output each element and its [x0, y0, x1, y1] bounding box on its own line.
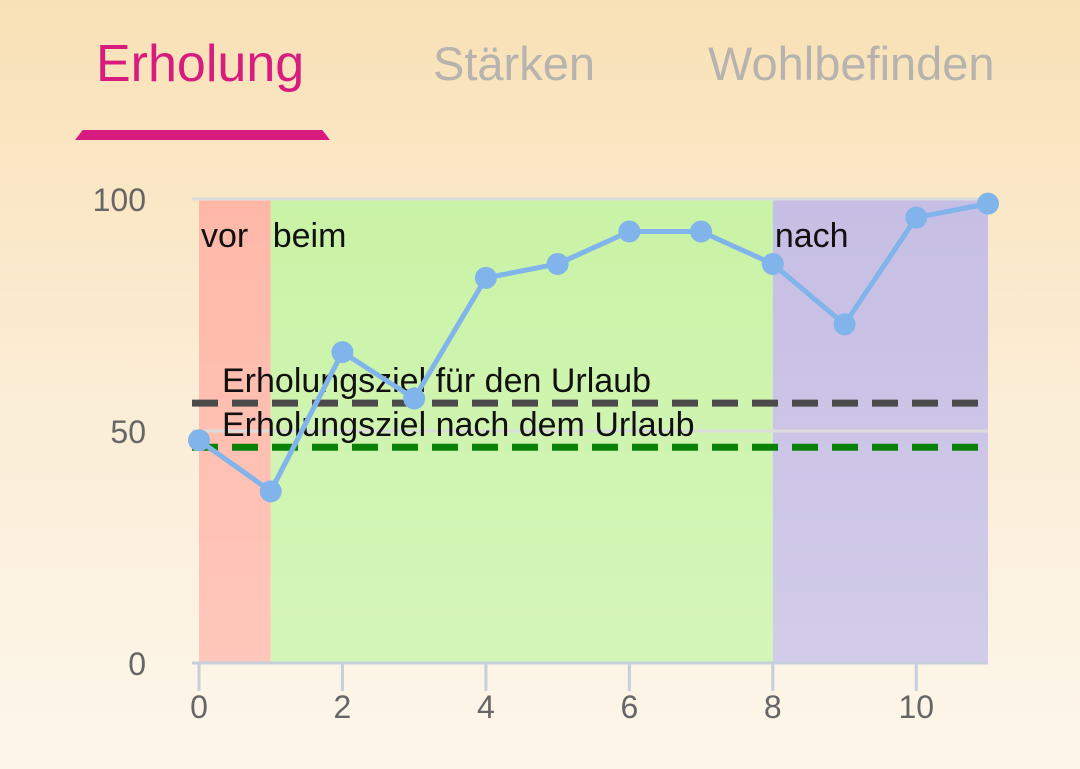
x-tick-label-10: 10 — [898, 689, 934, 725]
y-tick-label-50: 50 — [110, 414, 146, 450]
tab-wohlbefinden[interactable]: Wohlbefinden — [708, 37, 995, 90]
x-tick-label-6: 6 — [620, 689, 638, 725]
data-point-8 — [761, 252, 784, 275]
active-tab-indicator — [75, 130, 330, 140]
phase-label-beim: beim — [273, 217, 347, 255]
x-tick-label-4: 4 — [477, 689, 495, 725]
data-point-4 — [474, 266, 497, 289]
x-tick-label-0: 0 — [190, 689, 208, 725]
data-point-1 — [259, 480, 282, 503]
y-tick-label-0: 0 — [128, 646, 146, 682]
x-tick-label-8: 8 — [764, 689, 782, 725]
data-point-2 — [331, 341, 354, 364]
phase-labels: vor beim nach — [201, 217, 849, 255]
phase-label-nach: nach — [775, 217, 849, 255]
data-point-5 — [546, 252, 569, 275]
data-point-7 — [690, 220, 713, 243]
reference-label-2: Erholungsziel nach dem Urlaub — [222, 406, 694, 444]
series-line — [197, 201, 989, 494]
x-tick-label-2: 2 — [334, 689, 352, 725]
tab-bar: Erholung Stärken Wohlbefinden — [0, 0, 1080, 140]
data-point-0 — [188, 429, 210, 452]
reference-label-1: Erholungsziel für den Urlaub — [222, 362, 651, 400]
data-point-3 — [403, 387, 426, 410]
data-point-6 — [618, 220, 641, 243]
tab-erholung[interactable]: Erholung — [96, 35, 305, 93]
phase-label-vor: vor — [201, 217, 248, 255]
y-tick-label-100: 100 — [93, 182, 146, 218]
data-point-10 — [905, 206, 928, 229]
tab-staerken[interactable]: Stärken — [433, 37, 595, 90]
data-point-9 — [833, 313, 856, 336]
series-recovery — [188, 192, 999, 503]
data-point-11 — [977, 192, 999, 215]
